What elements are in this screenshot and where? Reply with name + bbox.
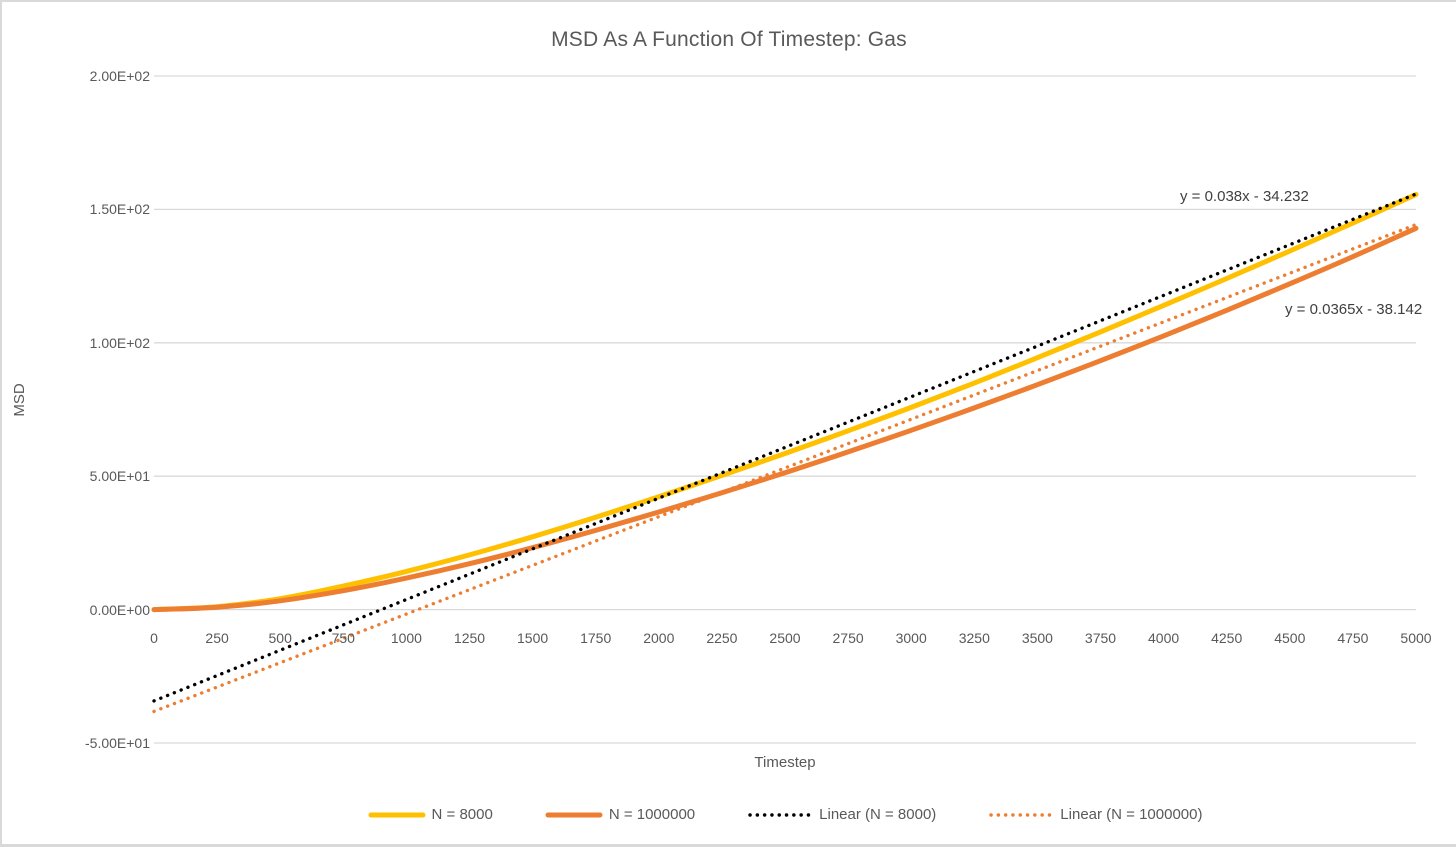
trendline-equation-n8000: y = 0.038x - 34.232 [1180, 188, 1309, 205]
legend-item-label: N = 8000 [431, 806, 493, 823]
legend-swatch-solid-line [368, 812, 426, 817]
series-line-n8000[interactable] [151, 192, 1419, 613]
x-axis-tick-label: 2750 [832, 630, 864, 646]
legend-item-n-8000[interactable]: N = 8000 [368, 806, 493, 823]
y-axis-tick-label: 2.00E+02 [89, 68, 150, 84]
x-axis-tick-label: 1500 [517, 630, 549, 646]
x-axis-tick-label: 4750 [1337, 630, 1369, 646]
y-axis-tick-label: 1.00E+02 [89, 334, 150, 351]
x-axis-tick-label: 0 [150, 630, 158, 646]
x-axis-tick-label: 1000 [390, 630, 422, 646]
x-axis-tick-label: 3750 [1084, 630, 1117, 646]
trendline-equation-n1000000: y = 0.0365x - 38.142 [1285, 301, 1423, 318]
x-axis-tick-label: 500 [268, 630, 292, 646]
x-axis-tick-label: 2250 [706, 630, 738, 646]
x-axis-tick-label: 5000 [1400, 630, 1432, 646]
x-axis-title: Timestep [754, 754, 816, 771]
x-axis-tick-label: 4000 [1148, 630, 1180, 646]
x-axis-tick-label: 4250 [1211, 630, 1243, 646]
legend-item-label: N = 1000000 [608, 806, 696, 823]
trendline-n1000000[interactable] [152, 222, 1418, 714]
trendline-n8000[interactable] [152, 192, 1418, 703]
x-axis-tick-label: 1750 [580, 630, 612, 646]
x-axis-tick-label: 750 [331, 630, 355, 646]
legend-swatch-solid-line [545, 812, 603, 817]
legend-item-label: Linear (N = 1000000) [1060, 806, 1203, 823]
x-axis-tick-label: 2000 [643, 630, 675, 646]
y-axis-tick-label: 1.50E+02 [89, 201, 150, 218]
x-axis-tick-label: 250 [205, 630, 229, 646]
legend-item-linear-n-1000000[interactable]: Linear (N = 1000000) [988, 806, 1202, 823]
y-axis-tick-label: 0.00E+00 [89, 601, 150, 618]
x-axis-tick-label: 1250 [453, 630, 486, 646]
chart-legend: N = 8000 N = 1000000 Linear (N = 8000) Line… [154, 806, 1416, 823]
x-axis-tick-label: 2500 [769, 630, 801, 646]
legend-item-label: Linear (N = 8000) [819, 806, 937, 823]
chart-title: MSD As A Function Of Timestep: Gas [551, 28, 907, 51]
legend-swatch-dotted-line [748, 812, 812, 817]
y-axis-title: MSD [11, 383, 28, 417]
x-axis-tick-label: 3500 [1021, 630, 1053, 646]
legend-item-linear-n-8000[interactable]: Linear (N = 8000) [747, 806, 936, 823]
legend-swatch-dotted-line [989, 812, 1053, 817]
x-axis-tick-label: 3250 [958, 630, 990, 646]
y-axis-tick-label: 5.00E+01 [89, 468, 150, 485]
series-line-n1000000[interactable] [151, 225, 1419, 613]
x-axis-tick-label: 3000 [895, 630, 927, 646]
y-axis-tick-label: -5.00E+01 [85, 735, 150, 751]
legend-item-n-1000000[interactable]: N = 1000000 [545, 806, 695, 823]
x-axis-tick-label: 4500 [1274, 630, 1306, 646]
